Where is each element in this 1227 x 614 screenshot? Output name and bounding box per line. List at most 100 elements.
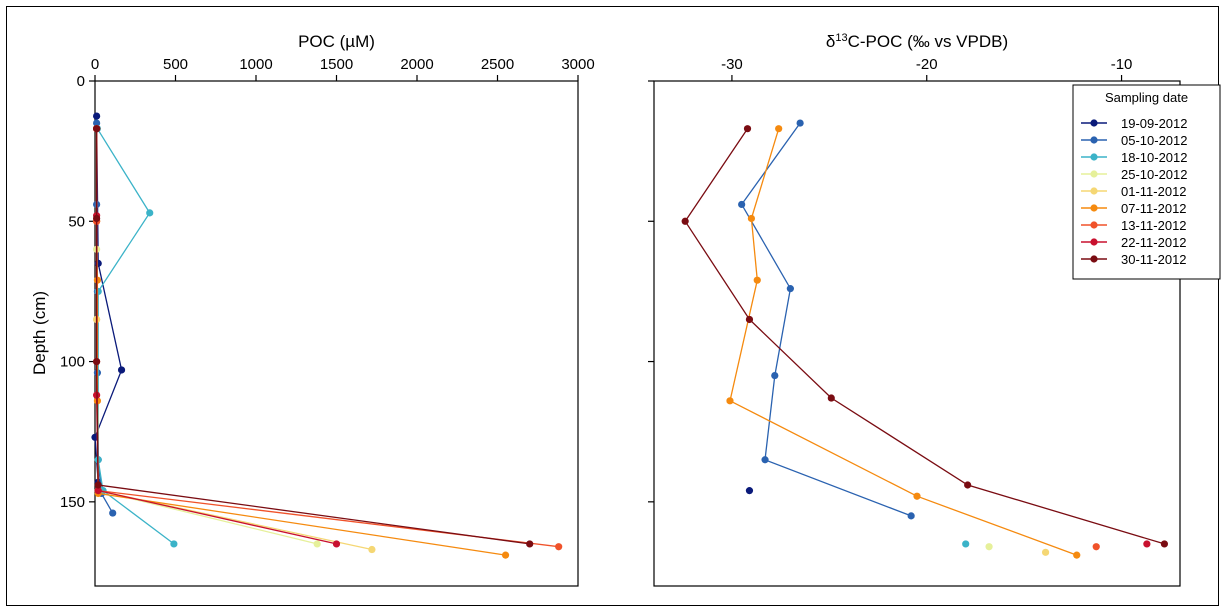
legend-swatch-marker xyxy=(1090,187,1098,195)
legend: Sampling date 19-09-2012 05-10-2012 18-10-… xyxy=(1072,84,1221,280)
data-point xyxy=(94,481,102,489)
panel-d13c: δ13C-POC (‰ vs VPDB) -30 -20 -10 Sampling … xyxy=(648,32,1221,587)
legend-item: 13-11-2012 xyxy=(1081,218,1187,233)
series-30-11-2012 xyxy=(681,125,1169,548)
series-line xyxy=(95,128,530,545)
data-point xyxy=(93,357,101,366)
x-tick-label: -30 xyxy=(721,56,743,73)
data-point xyxy=(907,512,915,520)
data-point xyxy=(761,456,769,464)
data-point xyxy=(913,492,921,500)
x-tick-label: 1000 xyxy=(239,56,272,73)
data-point xyxy=(93,112,101,120)
legend-label: 30-11-2012 xyxy=(1121,252,1187,267)
data-point xyxy=(146,209,154,217)
data-point xyxy=(93,276,102,284)
series-01-11-2012 xyxy=(1041,548,1050,556)
legend-swatch-marker xyxy=(1090,136,1098,144)
data-point xyxy=(775,125,783,133)
series-group-d13c xyxy=(681,119,1169,559)
data-point xyxy=(726,397,734,405)
series-25-10-2012 xyxy=(93,125,321,548)
x-tick-label: 3000 xyxy=(561,56,594,73)
series-line xyxy=(740,122,912,517)
data-point xyxy=(786,285,794,293)
series-25-10-2012 xyxy=(985,543,993,551)
data-point xyxy=(1092,543,1100,551)
data-point xyxy=(1041,548,1050,556)
y-axis-title-depth: Depth (cm) xyxy=(30,291,49,375)
legend-item: 22-11-2012 xyxy=(1081,235,1187,250)
data-point xyxy=(94,259,102,267)
data-point xyxy=(738,200,746,209)
legend-swatch-marker xyxy=(1090,221,1098,229)
data-point xyxy=(745,315,754,324)
series-22-11-2012 xyxy=(1143,540,1151,548)
series-line xyxy=(94,116,123,491)
legend-label: 01-11-2012 xyxy=(1121,184,1187,199)
data-point xyxy=(93,119,101,127)
y-tick-label: 150 xyxy=(60,494,85,511)
legend-item: 01-11-2012 xyxy=(1081,184,1187,199)
series-13-11-2012 xyxy=(93,125,563,551)
x-tick-label: 1500 xyxy=(320,56,353,73)
series-07-11-2012 xyxy=(726,125,1081,559)
plot-area-poc xyxy=(94,80,579,587)
y-tick-label: 100 xyxy=(60,354,85,371)
legend-label: 19-09-2012 xyxy=(1121,116,1188,131)
series-05-10-2012 xyxy=(738,119,915,520)
legend-label: 22-11-2012 xyxy=(1121,235,1187,250)
x-tick-label: 2000 xyxy=(400,56,433,73)
series-line xyxy=(95,128,559,548)
data-point xyxy=(681,217,689,225)
panel-poc: POC (µM) Depth (cm) 0 500 1000 1500 2000 2500… xyxy=(30,32,595,587)
axis-ticks-poc: 0 500 1000 1500 2000 2500 3000 0 50 100 150 xyxy=(60,56,595,511)
data-point xyxy=(964,481,972,489)
legend-label: 05-10-2012 xyxy=(1121,133,1188,148)
series-line xyxy=(95,128,337,545)
legend-swatch-marker xyxy=(1090,204,1098,212)
x-tick-label: -20 xyxy=(916,56,938,73)
data-point xyxy=(1143,540,1151,548)
data-point xyxy=(117,366,126,374)
legend-item: 30-11-2012 xyxy=(1081,252,1187,267)
series-19-09-2012 xyxy=(745,487,754,495)
legend-label: 18-10-2012 xyxy=(1121,150,1188,165)
data-point xyxy=(1160,540,1169,548)
axis-ticks-d13c: -30 -20 -10 xyxy=(648,56,1133,503)
series-line xyxy=(95,128,506,556)
data-point xyxy=(94,487,102,495)
data-point xyxy=(747,214,756,223)
data-point xyxy=(753,276,761,284)
legend-title: Sampling date xyxy=(1105,90,1188,105)
data-point xyxy=(1073,551,1081,559)
data-point xyxy=(743,125,752,133)
series-18-10-2012 xyxy=(962,540,970,548)
series-13-11-2012 xyxy=(1092,543,1100,551)
data-point xyxy=(827,394,835,402)
legend-item: 07-11-2012 xyxy=(1081,201,1187,216)
series-30-11-2012 xyxy=(93,125,534,548)
legend-swatch-marker xyxy=(1090,153,1098,161)
data-point xyxy=(170,540,178,548)
series-22-11-2012 xyxy=(93,125,341,548)
data-point xyxy=(526,540,534,548)
data-point xyxy=(985,543,993,551)
data-point xyxy=(745,487,754,495)
legend-label: 25-10-2012 xyxy=(1121,167,1188,182)
legend-item: 05-10-2012 xyxy=(1081,133,1188,148)
legend-label: 13-11-2012 xyxy=(1121,218,1187,233)
series-07-11-2012 xyxy=(93,125,510,559)
legend-swatch-marker xyxy=(1090,119,1098,127)
legend-box xyxy=(1072,84,1221,280)
series-group-poc xyxy=(91,112,563,559)
legend-swatch-marker xyxy=(1090,170,1098,178)
legend-label: 07-11-2012 xyxy=(1121,201,1187,216)
series-line xyxy=(95,128,318,545)
data-point xyxy=(555,543,563,551)
x-tick-label: 2500 xyxy=(481,56,514,73)
data-point xyxy=(332,540,341,548)
data-point xyxy=(796,119,804,127)
x-tick-label: -10 xyxy=(1111,56,1133,73)
